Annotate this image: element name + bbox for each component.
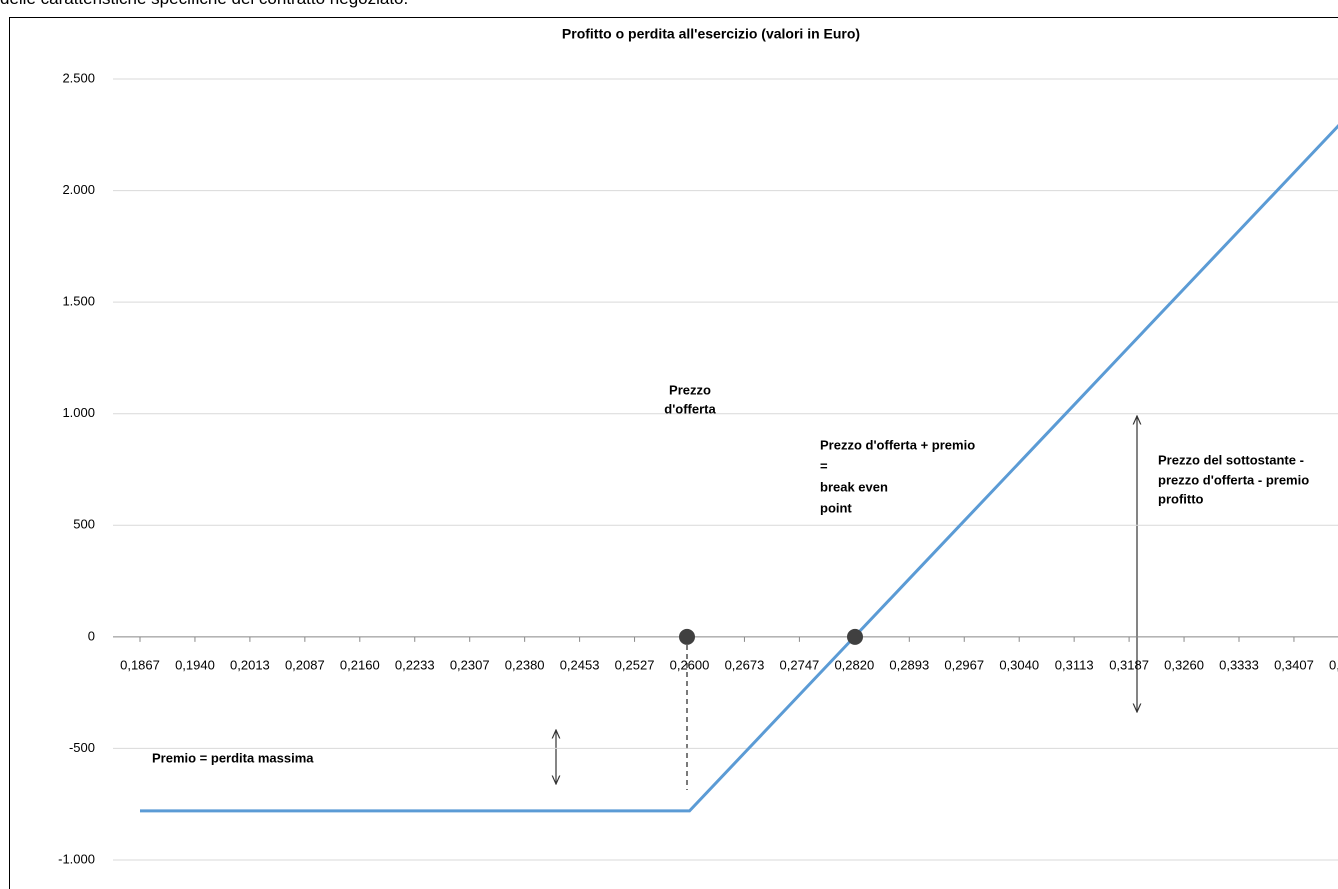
- x-tick-label: 0,2600: [670, 657, 710, 672]
- x-tick-label: 0,2967: [944, 657, 984, 672]
- page-text: delle caratteristiche specifiche del con…: [0, 0, 408, 9]
- y-tick-label: 0: [88, 628, 95, 643]
- x-tick-label: 0,3040: [999, 657, 1039, 672]
- annotation: Prezzo: [669, 382, 711, 397]
- y-tick-label: -1.000: [58, 851, 95, 866]
- x-tick-label: 0,2087: [285, 657, 325, 672]
- x-tick-label: 0,3480: [1329, 657, 1338, 672]
- x-tick-label: 0,3407: [1274, 657, 1314, 672]
- chart-border: [9, 17, 1338, 889]
- x-tick-label: 0,2013: [230, 657, 270, 672]
- x-tick-label: 0,3260: [1164, 657, 1204, 672]
- point-marker: [847, 628, 863, 645]
- y-tick-label: 500: [73, 517, 95, 532]
- annotation: Prezzo del sottostante -: [1158, 452, 1304, 467]
- x-tick-label: 0,2307: [450, 657, 490, 672]
- x-tick-label: 0,2380: [505, 657, 545, 672]
- annotation: break even: [820, 479, 888, 494]
- x-tick-label: 0,2820: [834, 657, 874, 672]
- x-tick-label: 0,3333: [1219, 657, 1259, 672]
- x-tick-label: 0,2160: [340, 657, 380, 672]
- annotation: point: [820, 500, 852, 515]
- y-tick-label: 1.500: [62, 294, 95, 309]
- y-tick-label: -500: [69, 740, 95, 755]
- x-tick-label: 0,3113: [1055, 657, 1094, 672]
- x-tick-label: 0,2893: [889, 657, 929, 672]
- annotation: profitto: [1158, 491, 1204, 506]
- y-tick-label: 2.500: [62, 70, 95, 85]
- x-tick-label: 0,2747: [780, 657, 820, 672]
- x-tick-label: 0,1940: [175, 657, 215, 672]
- annotation: prezzo d'offerta - premio: [1158, 472, 1309, 487]
- annotation: d'offerta: [664, 401, 716, 416]
- annotation: Prezzo d'offerta + premio: [820, 437, 975, 452]
- x-tick-label: 0,3187: [1109, 657, 1149, 672]
- x-tick-label: 0,2673: [725, 657, 765, 672]
- x-tick-label: 0,1867: [120, 657, 160, 672]
- x-tick-label: 0,2453: [560, 657, 600, 672]
- x-tick-label: 0,2233: [395, 657, 435, 672]
- annotation: Premio = perdita massima: [152, 750, 314, 765]
- x-tick-label: 0,2527: [615, 657, 655, 672]
- annotation: =: [820, 458, 828, 473]
- point-marker: [679, 628, 695, 645]
- y-tick-label: 2.000: [62, 182, 95, 197]
- chart-title: Profitto o perdita all'esercizio (valori…: [562, 26, 860, 42]
- y-tick-label: 1.000: [62, 405, 95, 420]
- data-line: [140, 124, 1338, 813]
